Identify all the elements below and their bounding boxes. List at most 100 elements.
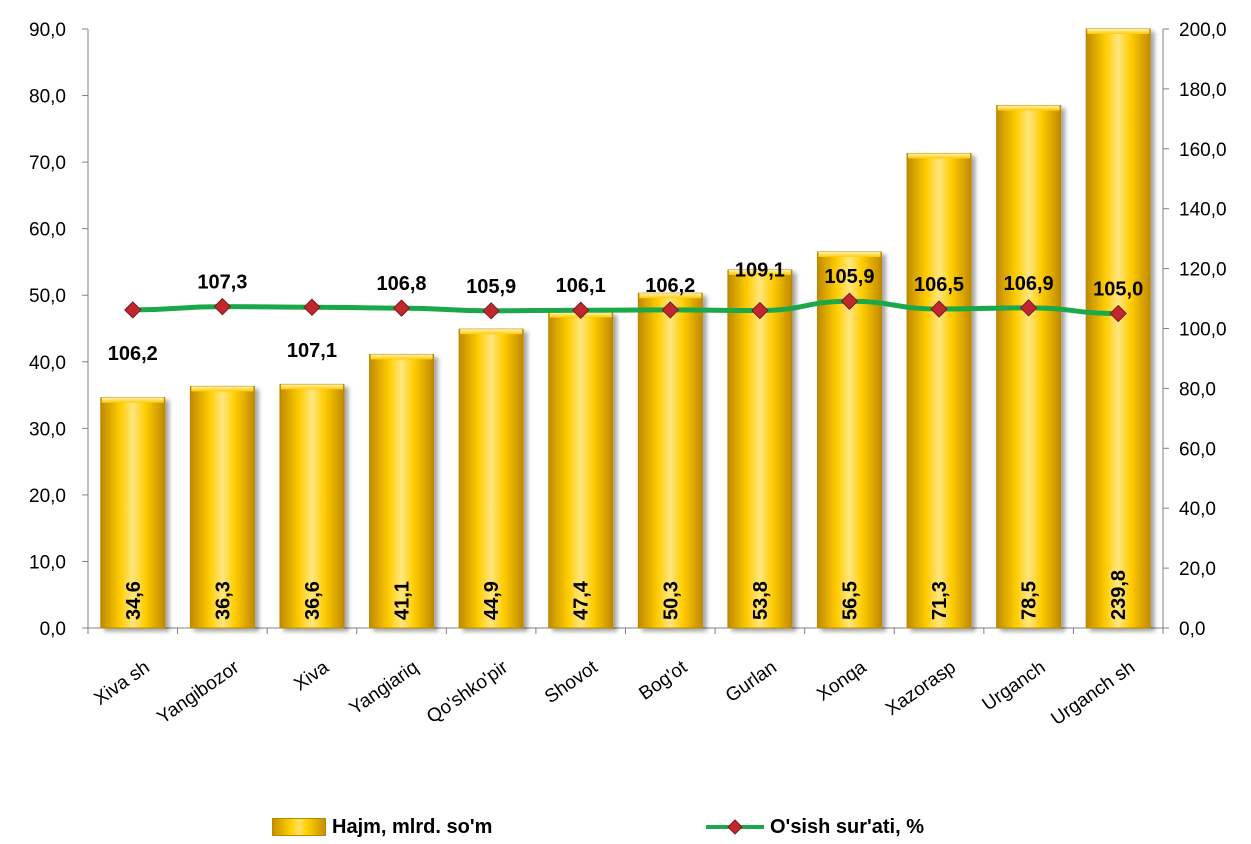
growth-value-label: 107,3 — [197, 272, 247, 294]
data-labels: 34,6 36,3 36,6 41,1 44,9 47,4 50,3 53,8 56,5 71,3… — [108, 260, 1143, 620]
growth-line-path — [132, 298, 1119, 317]
right-tick-label: 40,0 — [1179, 499, 1216, 520]
bar-top-highlight — [728, 269, 791, 275]
legend-line-swatch — [706, 819, 764, 835]
bar-top-highlight — [191, 386, 254, 392]
bar — [279, 383, 345, 629]
x-category-label: Gurlan — [722, 657, 781, 707]
bar-value-label: 41,1 — [392, 581, 414, 620]
left-tick-label: 20,0 — [29, 486, 66, 507]
growth-value-label: 105,9 — [466, 276, 516, 298]
growth-marker — [930, 300, 948, 318]
bar — [1085, 28, 1151, 629]
right-tick-label: 0,0 — [1179, 619, 1205, 640]
bar-value-label: 44,9 — [481, 581, 503, 620]
growth-value-label: 106,9 — [1004, 273, 1054, 295]
growth-value-label: 106,2 — [108, 343, 158, 365]
right-tick-label: 80,0 — [1179, 379, 1216, 400]
x-category-label: Shovot — [541, 656, 602, 708]
bar-top-highlight — [1087, 29, 1150, 34]
bar — [816, 251, 882, 629]
left-tick-label: 10,0 — [29, 552, 66, 573]
x-category-label: Xiva sh — [91, 657, 154, 710]
x-category-label: Urganch sh — [1047, 657, 1139, 730]
legend-item-growth: O'sish sur'ati, % — [706, 812, 924, 842]
growth-value-label: 106,2 — [645, 275, 695, 297]
growth-value-label: 107,1 — [287, 340, 337, 362]
growth-value-label: 105,9 — [824, 266, 874, 288]
left-tick-label: 30,0 — [29, 419, 66, 440]
growth-marker — [303, 298, 321, 316]
bar — [100, 397, 166, 629]
bar — [369, 353, 435, 629]
bar — [548, 312, 614, 629]
x-category-label: Xonqa — [813, 657, 870, 706]
x-category-label: Bog'ot — [635, 656, 691, 704]
left-tick-label: 50,0 — [29, 286, 66, 307]
legend-bar-label: Hajm, mlrd. so'm — [332, 815, 493, 838]
bar — [637, 292, 703, 629]
right-tick-label: 120,0 — [1179, 260, 1227, 281]
growth-value-label: 106,5 — [914, 274, 964, 296]
bar-value-label: 78,5 — [1019, 581, 1041, 620]
bar-value-label: 36,3 — [212, 581, 234, 620]
right-tick-label: 160,0 — [1179, 140, 1227, 161]
bar-top-highlight — [460, 329, 523, 335]
bar — [189, 385, 255, 629]
growth-value-label: 105,0 — [1093, 279, 1143, 301]
bar-top-highlight — [639, 293, 702, 299]
left-tick-label: 90,0 — [29, 20, 66, 41]
right-tick-label: 100,0 — [1179, 320, 1227, 341]
growth-marker — [1109, 304, 1127, 323]
bars — [100, 28, 1151, 629]
bar-value-label: 53,8 — [750, 581, 772, 620]
right-tick-label: 20,0 — [1179, 559, 1216, 580]
bar-top-highlight — [101, 397, 164, 403]
growth-marker — [124, 301, 142, 319]
bar-value-label: 50,3 — [660, 581, 682, 620]
x-category-label: Xiva — [290, 657, 333, 696]
x-category-label: Qo'shko'pir — [423, 657, 512, 728]
right-tick-label: 200,0 — [1179, 20, 1227, 41]
bar-value-label: 34,6 — [123, 581, 145, 620]
growth-value-label: 106,8 — [377, 273, 427, 295]
x-category-label: Urganch — [979, 657, 1050, 715]
bar — [996, 105, 1062, 629]
bar-value-label: 71,3 — [929, 581, 951, 620]
growth-marker — [840, 292, 859, 310]
bar-top-highlight — [997, 105, 1060, 111]
bar-top-highlight — [818, 251, 881, 257]
x-category-label: Yangibozor — [154, 657, 244, 729]
bar-top-highlight — [280, 384, 343, 390]
x-category-label: Yangiariq — [346, 657, 423, 719]
growth-marker — [661, 301, 679, 319]
bar-value-label: 56,5 — [839, 581, 861, 620]
legend-line-label: O'sish sur'ati, % — [770, 815, 925, 838]
growth-marker — [751, 301, 769, 320]
bar-top-highlight — [370, 354, 433, 360]
left-tick-label: 40,0 — [29, 353, 66, 374]
bar — [906, 152, 972, 629]
growth-marker — [213, 297, 232, 316]
growth-marker — [482, 302, 500, 320]
right-tick-label: 140,0 — [1179, 200, 1227, 221]
growth-marker — [392, 299, 411, 317]
right-tick-label: 180,0 — [1179, 80, 1227, 101]
bar-value-label: 47,4 — [571, 580, 593, 620]
growth-value-label: 106,1 — [556, 275, 606, 297]
bar-value-label: 36,6 — [302, 581, 324, 620]
x-category-label: Xazorasp — [882, 657, 960, 720]
bar-value-label: 239,8 — [1108, 570, 1130, 620]
right-tick-label: 60,0 — [1179, 439, 1216, 460]
left-tick-label: 60,0 — [29, 220, 66, 241]
legend-bar-swatch — [272, 818, 326, 836]
growth-value-label: 109,1 — [735, 260, 785, 282]
growth-marker — [572, 301, 590, 319]
growth-line — [124, 292, 1127, 323]
legend-item-volume: Hajm, mlrd. so'm — [272, 812, 492, 842]
left-tick-label: 80,0 — [29, 87, 66, 108]
growth-marker — [1019, 299, 1038, 317]
bar — [727, 269, 793, 629]
bar-top-highlight — [908, 153, 971, 159]
